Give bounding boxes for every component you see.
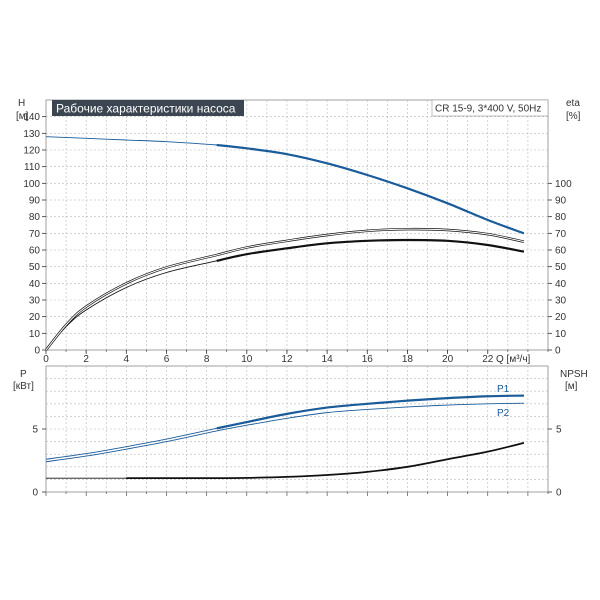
y-left-tick-label: 80 bbox=[29, 212, 41, 223]
y-right-tick-label: 80 bbox=[555, 212, 567, 223]
y-left-tick-label: 100 bbox=[23, 179, 40, 190]
x-tick-label: 8 bbox=[204, 354, 210, 365]
x-tick-label: 10 bbox=[241, 354, 253, 365]
npsh-axis-unit: [м] bbox=[565, 381, 578, 392]
head-axis-unit: [м] bbox=[16, 111, 29, 122]
y-left-tick-label: 20 bbox=[29, 312, 41, 323]
x-tick-label: 4 bbox=[124, 354, 130, 365]
y-left-tick-label: 90 bbox=[29, 196, 41, 207]
power-axis-label: P bbox=[20, 369, 27, 380]
top-series-2-inner bbox=[45, 228, 525, 351]
y-right-tick-label: 0 bbox=[555, 346, 561, 357]
x-tick-label: 6 bbox=[164, 354, 170, 365]
y-right-tick-label: 90 bbox=[555, 196, 567, 207]
eta-axis-label: eta bbox=[566, 98, 580, 109]
power-axis-unit: [кВт] bbox=[13, 381, 34, 392]
series-label-p1: P1 bbox=[497, 384, 510, 395]
x-tick-label: 14 bbox=[322, 354, 334, 365]
bottom-series-2-bold bbox=[126, 441, 525, 480]
y-right-tick-label: 20 bbox=[555, 312, 567, 323]
y-left-tick-label: 130 bbox=[23, 129, 40, 140]
y-left-tick-label: 0 bbox=[34, 346, 40, 357]
title-box bbox=[52, 100, 244, 116]
top-plot-area bbox=[45, 99, 549, 351]
x-tick-label: 0 bbox=[43, 354, 49, 365]
y-left-tick-label: 120 bbox=[23, 146, 40, 157]
y-left-tick-label: 60 bbox=[29, 246, 41, 257]
bottom-y-right-tick-label: 0 bbox=[556, 488, 562, 499]
y-right-tick-label: 40 bbox=[555, 279, 567, 290]
top-series-1-bold bbox=[216, 238, 525, 262]
x-tick-label: 12 bbox=[281, 354, 293, 365]
bottom-y-right-tick-label: 5 bbox=[556, 425, 562, 436]
subtitle-box bbox=[431, 99, 549, 117]
bottom-series-0-bold bbox=[216, 394, 524, 430]
head-axis-label: H bbox=[18, 98, 25, 109]
series-label-p2: P2 bbox=[497, 408, 510, 419]
bottom-series-1-line bbox=[45, 402, 524, 463]
y-left-tick-label: 30 bbox=[29, 296, 41, 307]
y-left-tick-label: 110 bbox=[24, 162, 40, 173]
y-right-tick-label: 50 bbox=[555, 262, 567, 273]
series-lines bbox=[45, 136, 525, 480]
x-tick-label: 22 bbox=[482, 354, 494, 365]
y-right-tick-label: 60 bbox=[555, 246, 567, 257]
x-tick-label: 18 bbox=[402, 354, 414, 365]
y-left-tick-label: 40 bbox=[29, 279, 41, 290]
y-left-tick-label: 10 bbox=[29, 329, 41, 340]
y-right-tick-label: 100 bbox=[555, 179, 572, 190]
axes bbox=[42, 116, 552, 496]
npsh-axis-label: NPSH bbox=[560, 369, 588, 380]
x-tick-label: 2 bbox=[83, 354, 89, 365]
y-right-tick-label: 70 bbox=[555, 229, 567, 240]
y-left-tick-label: 50 bbox=[29, 262, 41, 273]
y-left-tick-label: 140 bbox=[23, 112, 40, 123]
chart-title: Рабочие характеристики насоса bbox=[56, 102, 236, 116]
y-right-tick-label: 30 bbox=[555, 296, 567, 307]
x-tick-label: 16 bbox=[362, 354, 374, 365]
chart-subtitle: CR 15-9, 3*400 V, 50Hz bbox=[435, 104, 541, 115]
y-right-tick-label: 10 bbox=[555, 329, 567, 340]
eta-axis-unit: [%] bbox=[566, 111, 581, 122]
bottom-plot-area bbox=[45, 365, 549, 493]
top-plot-grid bbox=[45, 99, 549, 351]
bottom-y-left-tick-label: 5 bbox=[32, 425, 38, 436]
flow-axis-label: Q [м³/ч] bbox=[496, 354, 531, 365]
tick-labels: 0 2 4 6 8 10 12 14 16 18 20 22010203040506070809010… bbox=[23, 112, 572, 498]
y-left-tick-label: 70 bbox=[29, 229, 41, 240]
top-series-0-bold bbox=[216, 143, 525, 235]
bottom-plot-grid bbox=[45, 365, 549, 493]
bottom-y-left-tick-label: 0 bbox=[32, 488, 38, 499]
x-tick-label: 20 bbox=[442, 354, 454, 365]
